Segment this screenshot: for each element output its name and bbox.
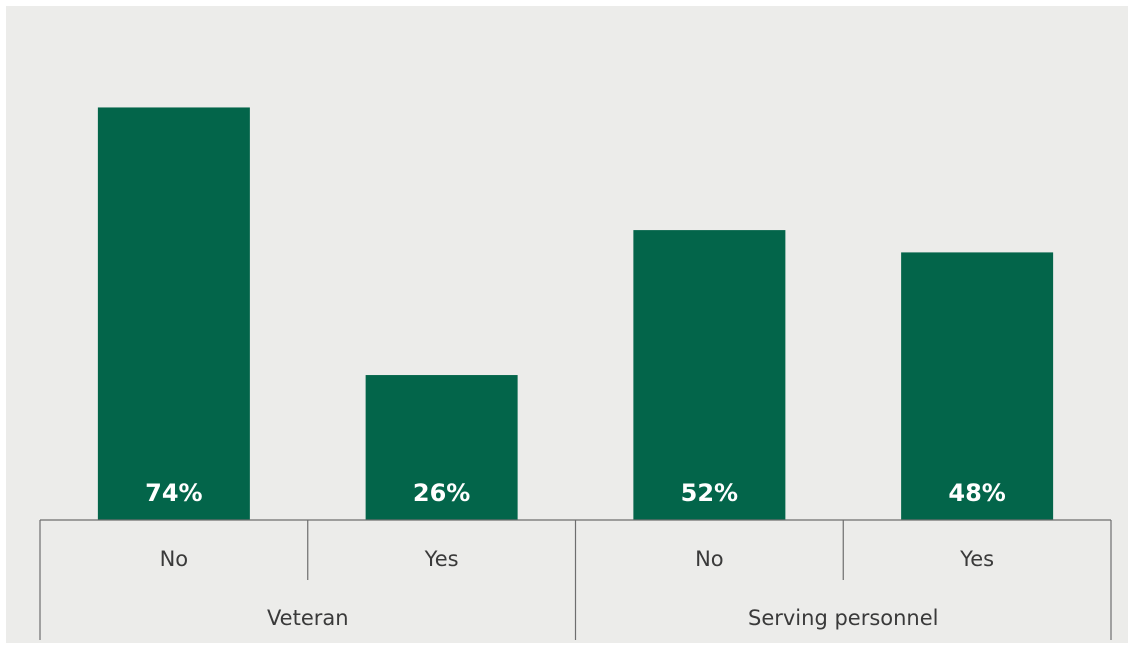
bar-value-label: 48% [948,479,1005,507]
bar-serving-personnel-no [633,230,786,520]
category-label: Yes [424,547,459,571]
bar-veteran-no [97,107,250,520]
category-label: No [160,547,189,571]
bar-value-label: 26% [413,479,470,507]
bar-value-label: 74% [145,479,202,507]
bar-serving-personnel-yes [901,252,1054,520]
bar-veteran-yes [365,375,518,520]
category-label: No [695,547,724,571]
chart-panel: 74% No 26% Yes 52% No 48% Yes Veteran Serving per… [6,6,1128,643]
group-label: Veteran [267,606,349,630]
category-label: Yes [959,547,994,571]
group-label: Serving personnel [748,606,939,630]
bar-chart: 74% No 26% Yes 52% No 48% Yes Veteran Serving per… [39,107,1112,640]
bar-value-label: 52% [681,479,738,507]
